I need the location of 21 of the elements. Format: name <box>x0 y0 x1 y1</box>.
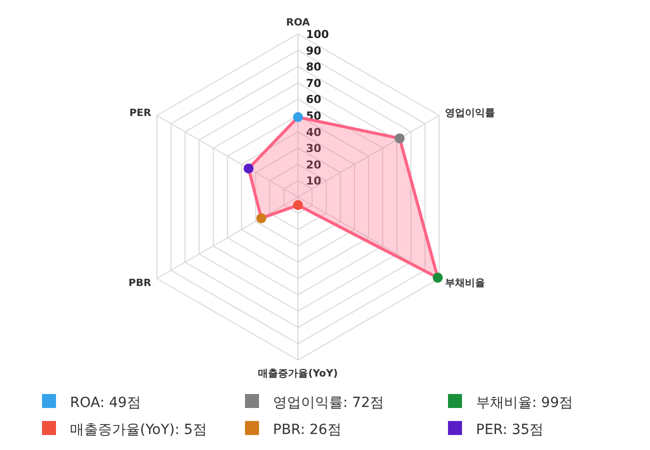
spoke-label: ROA <box>286 17 310 28</box>
text: ROA: 49점 <box>70 395 141 411</box>
text: 매출증가율(YoY): 5점 <box>70 422 207 438</box>
y-tick-label: 10 <box>306 174 322 188</box>
text: PBR: 26점 <box>273 422 342 438</box>
spoke-label: 영업이익률 <box>444 108 495 120</box>
y-tick-label: 20 <box>306 158 322 172</box>
text: 영업이익률: 72점 <box>273 395 384 411</box>
spoke-label: 부채비율 <box>444 278 485 289</box>
y-tick-label: 90 <box>306 44 322 58</box>
text: PER: 35점 <box>476 422 544 438</box>
y-tick-label: 80 <box>306 60 322 74</box>
spoke-label: PBR <box>128 278 152 289</box>
y-tick-label: 60 <box>306 93 322 106</box>
y-tick-label: 100 <box>306 28 330 41</box>
y-tick-label: 40 <box>306 126 322 139</box>
spoke-label: PER <box>129 108 152 120</box>
text: 부채비율: 99점 <box>476 395 573 411</box>
y-tick-label: 30 <box>306 142 322 156</box>
y-tick-label: 70 <box>306 76 322 90</box>
spoke-label: 매출증가율(YoY) <box>258 368 338 380</box>
